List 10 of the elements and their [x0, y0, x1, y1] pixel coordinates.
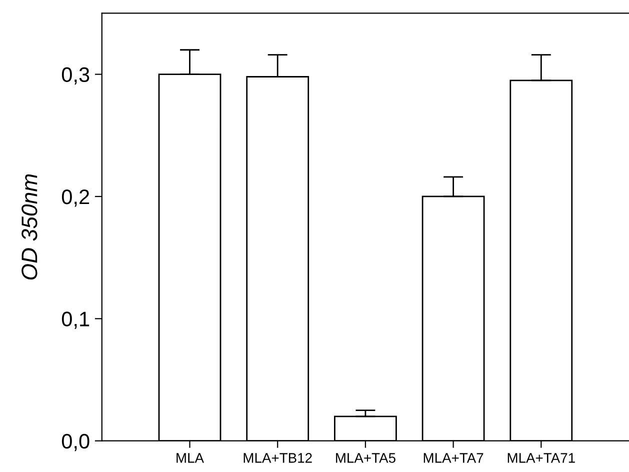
y-tick-label: 0,3: [62, 67, 90, 85]
x-tick-label: MLA+TB12: [244, 453, 312, 463]
y-axis-title: OD 350nm: [22, 174, 38, 280]
x-tick-label: MLA: [176, 453, 204, 463]
y-tick-label: 0,1: [62, 312, 90, 329]
y-tick-label: 0,2: [62, 189, 90, 207]
x-tick-label: MLA+TA5: [336, 453, 396, 463]
x-tick-label: MLA+TA71: [508, 453, 575, 463]
y-tick-label: 0,0: [62, 434, 90, 452]
x-tick-label: MLA+TA7: [424, 453, 484, 463]
